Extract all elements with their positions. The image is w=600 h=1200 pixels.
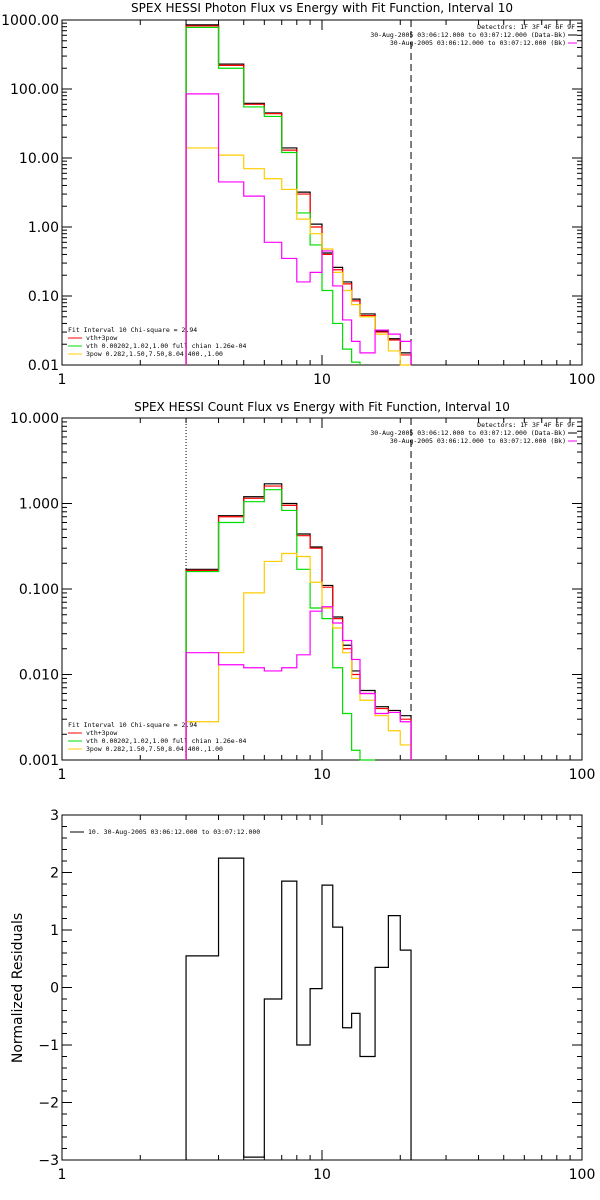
series-vth — [185, 489, 376, 761]
x-tick-label: 100 — [569, 767, 596, 783]
y-tick-label: 10.000 — [10, 411, 59, 427]
y-tick-label: −3 — [38, 1153, 59, 1169]
y-tick-label: −1 — [38, 1038, 59, 1054]
y-tick-label: 0 — [50, 981, 59, 997]
y-tick-label: 1000.00 — [1, 13, 59, 29]
photon-legend-detectors: Detectors: 1F 3F 4F 6F 9F — [477, 23, 575, 31]
y-tick-label: 1 — [50, 923, 59, 939]
series-vth_3pow — [185, 25, 412, 365]
y-tick-label: 3 — [50, 808, 59, 824]
photon-title: SPEX HESSI Photon Flux vs Energy with Fi… — [131, 1, 513, 15]
count-legend-bottomleft: Fit Interval 10 Chi-square = 2.94 vth+3p… — [68, 721, 247, 753]
photon-legend-fit: Fit Interval 10 Chi-square = 2.94 — [68, 326, 197, 334]
x-tick-label: 1 — [58, 767, 67, 783]
y-tick-label: 1.00 — [28, 220, 59, 236]
series-sum — [185, 483, 412, 760]
series-data — [185, 606, 412, 760]
photon-legend-topright: Detectors: 1F 3F 4F 6F 9F 30-Aug-2005 03… — [370, 23, 577, 47]
y-tick-label: 10.00 — [19, 151, 59, 167]
residuals-legend: 10. 30-Aug-2005 03:06:12.000 to 03:07:12… — [70, 828, 260, 836]
count-legend-bk: 30-Aug-2005 03:06:12.000 to 03:07:12.000… — [390, 437, 566, 445]
series-sum — [185, 857, 412, 1160]
residuals-panel: Normalized Residuals 10. 30-Aug-2005 03:… — [10, 808, 595, 1183]
count-flux-panel: SPEX HESSI Count Flux vs Energy with Fit… — [10, 400, 595, 783]
photon-legend-bk: 30-Aug-2005 03:06:12.000 to 03:07:12.000… — [390, 39, 566, 47]
count-legend-topright: Detectors: 1F 3F 4F 6F 9F 30-Aug-2005 03… — [370, 421, 577, 445]
count-legend-sum: vth+3pow — [86, 729, 117, 737]
photon-legend-vth: vth 0.00202,1.02,1.00 full chian 1.26e-0… — [86, 342, 247, 350]
x-tick-label: 1 — [58, 1167, 67, 1183]
x-tick-label: 10 — [313, 767, 331, 783]
count-legend-data-bk: 30-Aug-2005 03:06:12.000 to 03:07:12.000… — [370, 429, 566, 437]
photon-plot-frame — [61, 19, 583, 366]
y-tick-label: 0.01 — [28, 358, 59, 374]
series-vth_3pow — [185, 485, 412, 760]
y-tick-label: 0.100 — [19, 582, 59, 598]
series-sum — [185, 24, 412, 365]
y-tick-label: −2 — [38, 1096, 59, 1112]
series-vth — [185, 26, 361, 365]
count-legend-pow: 3pow 0.282,1.50,7.50,8.04,400.,1.00 — [86, 745, 223, 753]
residuals-legend-text: 10. 30-Aug-2005 03:06:12.000 to 03:07:12… — [88, 828, 260, 836]
photon-legend-sum: vth+3pow — [86, 334, 117, 342]
residuals-ylabel: Normalized Residuals — [10, 913, 26, 1063]
y-tick-label: 0.10 — [28, 289, 59, 305]
photon-legend-bottomleft: Fit Interval 10 Chi-square = 2.94 vth+3p… — [68, 326, 247, 358]
y-tick-label: 0.010 — [19, 668, 59, 684]
x-tick-label: 100 — [569, 1167, 596, 1183]
x-tick-label: 100 — [569, 372, 596, 388]
x-tick-label: 10 — [313, 372, 331, 388]
count-legend-detectors: Detectors: 1F 3F 4F 6F 9F — [477, 421, 575, 429]
x-tick-label: 1 — [58, 372, 67, 388]
count-legend-vth: vth 0.00202,1.02,1.00 full chian 1.26e-0… — [86, 737, 247, 745]
y-tick-label: 100.00 — [10, 82, 59, 98]
series-pow — [185, 552, 412, 760]
y-tick-label: 2 — [50, 866, 59, 882]
series-data — [185, 93, 412, 365]
photon-flux-panel: SPEX HESSI Photon Flux vs Energy with Fi… — [1, 1, 595, 388]
photon-legend-pow: 3pow 0.282,1.50,7.50,8.04,400.,1.00 — [86, 350, 223, 358]
count-title: SPEX HESSI Count Flux vs Energy with Fit… — [134, 400, 510, 414]
count-legend-fit: Fit Interval 10 Chi-square = 2.94 — [68, 721, 197, 729]
y-tick-label: 0.001 — [19, 753, 59, 769]
y-tick-label: 1.000 — [19, 497, 59, 513]
x-tick-label: 10 — [313, 1167, 331, 1183]
photon-legend-data-bk: 30-Aug-2005 03:06:12.000 to 03:07:12.000… — [370, 31, 566, 39]
